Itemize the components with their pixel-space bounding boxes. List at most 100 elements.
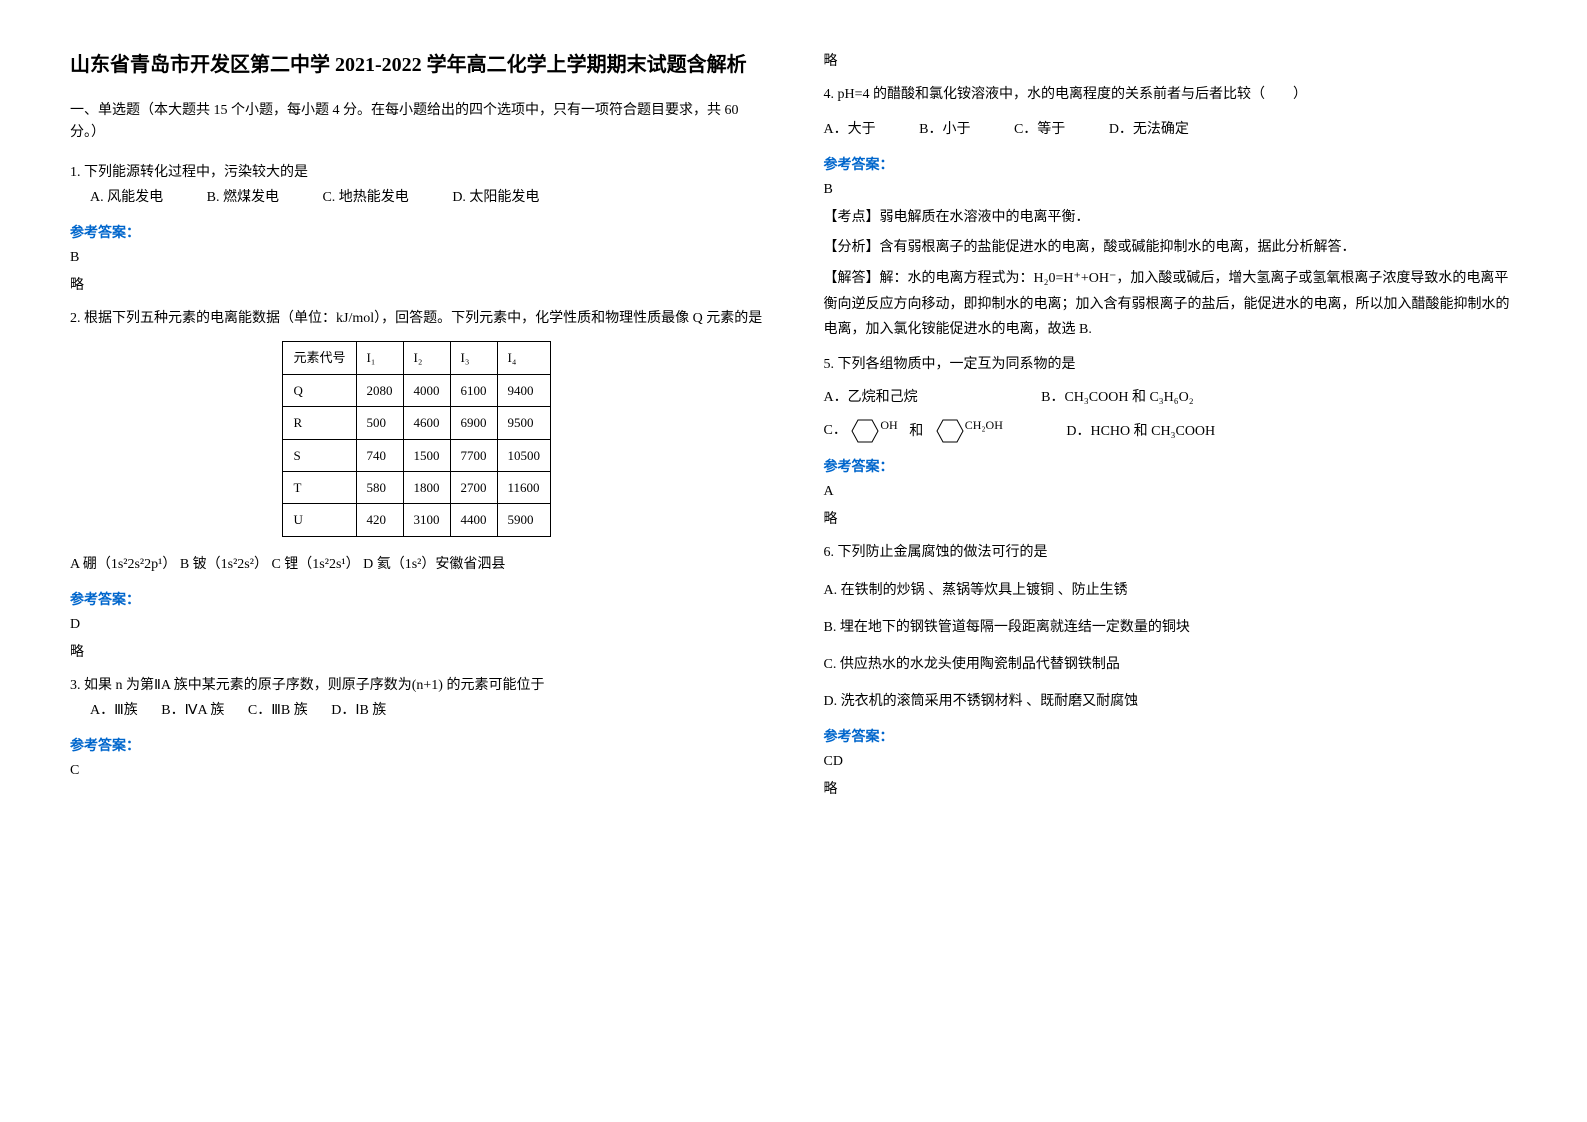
q3-answer: C xyxy=(70,763,764,779)
q2-answer: D xyxy=(70,617,764,633)
q4-opt-c: C．等于 xyxy=(1014,117,1065,142)
q5-row1: A．乙烷和己烷 B．CH₃COOH 和 C₃H₆O₂ xyxy=(824,385,1518,410)
q6-opt-c: C. 供应热水的水龙头使用陶瓷制品代替钢铁制品 xyxy=(824,652,1518,677)
q2-table: 元素代号 I₁ I₂ I₃ I₄ Q 2080 4000 6100 9400 R… xyxy=(282,341,551,536)
q2-note: 略 xyxy=(70,641,764,661)
q6-note: 略 xyxy=(824,778,1518,798)
q6-opt-d: D. 洗衣机的滚筒采用不锈钢材料 、既耐磨又耐腐蚀 xyxy=(824,689,1518,714)
q5-answer: A xyxy=(824,484,1518,500)
question-4: 4. pH=4 的醋酸和氯化铵溶液中，水的电离程度的关系前者与后者比较（ ） A… xyxy=(824,82,1518,142)
q4-answer-label: 参考答案： xyxy=(824,154,1518,174)
q1-answer-label: 参考答案： xyxy=(70,222,764,242)
q5-note: 略 xyxy=(824,508,1518,528)
table-cell: Q xyxy=(283,374,356,406)
q2-answer-label: 参考答案： xyxy=(70,589,764,609)
q5-oh-label: OH xyxy=(880,418,897,432)
table-row: T 580 1800 2700 11600 xyxy=(283,471,551,503)
q3-opt-c: C．ⅢB 族 xyxy=(248,698,308,723)
q1-answer: B xyxy=(70,250,764,266)
table-cell: S xyxy=(283,439,356,471)
q2-options: A 硼（1s²2s²2p¹） B 铍（1s²2s²） C 锂（1s²2s¹） D… xyxy=(70,552,764,577)
table-cell: I₄ xyxy=(497,342,551,374)
table-cell: U xyxy=(283,504,356,536)
table-cell: 580 xyxy=(356,471,403,503)
table-row: S 740 1500 7700 10500 xyxy=(283,439,551,471)
table-cell: 5900 xyxy=(497,504,551,536)
table-cell: T xyxy=(283,471,356,503)
q6-stem: 6. 下列防止金属腐蚀的做法可行的是 xyxy=(824,540,1518,565)
table-cell: 2080 xyxy=(356,374,403,406)
table-cell: 6100 xyxy=(450,374,497,406)
q4-opt-d: D．无法确定 xyxy=(1109,117,1189,142)
q4-stem: 4. pH=4 的醋酸和氯化铵溶液中，水的电离程度的关系前者与后者比较（ ） xyxy=(824,82,1518,107)
q1-stem: 1. 下列能源转化过程中，污染较大的是 xyxy=(70,160,764,185)
table-row: Q 2080 4000 6100 9400 xyxy=(283,374,551,406)
left-column: 山东省青岛市开发区第二中学 2021-2022 学年高二化学上学期期末试题含解析… xyxy=(40,50,794,1072)
q4-options: A．大于 B．小于 C．等于 D．无法确定 xyxy=(824,117,1518,142)
q4-opt-a: A．大于 xyxy=(824,117,876,142)
table-cell: 11600 xyxy=(497,471,551,503)
q6-opt-a: A. 在铁制的炒锅 、蒸锅等炊具上镀铜 、防止生锈 xyxy=(824,578,1518,603)
section-header: 一、单选题（本大题共 15 个小题，每小题 4 分。在每小题给出的四个选项中，只… xyxy=(70,100,764,145)
q5-opt-c-mid: 和 xyxy=(909,424,923,439)
table-cell: 4600 xyxy=(403,407,450,439)
question-2: 2. 根据下列五种元素的电离能数据（单位：kJ/mol），回答题。下列元素中，化… xyxy=(70,306,764,577)
question-6: 6. 下列防止金属腐蚀的做法可行的是 A. 在铁制的炒锅 、蒸锅等炊具上镀铜 、… xyxy=(824,540,1518,714)
q4-analysis-3: 【解答】解：水的电离方程式为：H₂0=H⁺+OH⁻，加入酸或碱后，增大氢离子或氢… xyxy=(824,266,1518,342)
q5-opt-b: B．CH₃COOH 和 C₃H₆O₂ xyxy=(1041,385,1194,410)
right-column: 略 4. pH=4 的醋酸和氯化铵溶液中，水的电离程度的关系前者与后者比较（ ）… xyxy=(794,50,1548,1072)
table-cell: R xyxy=(283,407,356,439)
q5-opt-d: D．HCHO 和 CH₃COOH xyxy=(1066,419,1215,444)
table-cell: 2700 xyxy=(450,471,497,503)
benzene-ring-icon xyxy=(935,418,965,444)
q5-ch2oh-label: CH₂OH xyxy=(965,418,1003,432)
benzene-ring-icon xyxy=(850,418,880,444)
question-5: 5. 下列各组物质中，一定互为同系物的是 A．乙烷和己烷 B．CH₃COOH 和… xyxy=(824,352,1518,444)
question-1: 1. 下列能源转化过程中，污染较大的是 A. 风能发电 B. 燃煤发电 C. 地… xyxy=(70,160,764,210)
q1-opt-b: B. 燃煤发电 xyxy=(207,185,279,210)
q4-analysis-1: 【考点】弱电解质在水溶液中的电离平衡． xyxy=(824,206,1518,226)
q4-answer: B xyxy=(824,182,1518,198)
table-row: U 420 3100 4400 5900 xyxy=(283,504,551,536)
question-3: 3. 如果 n 为第ⅡA 族中某元素的原子序数，则原子序数为(n+1) 的元素可… xyxy=(70,673,764,723)
table-row: 元素代号 I₁ I₂ I₃ I₄ xyxy=(283,342,551,374)
q6-opt-b: B. 埋在地下的钢铁管道每隔一段距离就连结一定数量的铜块 xyxy=(824,615,1518,640)
q2-stem: 2. 根据下列五种元素的电离能数据（单位：kJ/mol），回答题。下列元素中，化… xyxy=(70,306,764,331)
q3-opt-d: D．ⅠB 族 xyxy=(331,698,386,723)
q3-stem: 3. 如果 n 为第ⅡA 族中某元素的原子序数，则原子序数为(n+1) 的元素可… xyxy=(70,673,764,698)
table-cell: 3100 xyxy=(403,504,450,536)
q6-answer: CD xyxy=(824,754,1518,770)
q1-note: 略 xyxy=(70,274,764,294)
q5-opt-c-prefix: C． xyxy=(824,424,847,439)
table-cell: 740 xyxy=(356,439,403,471)
q5-answer-label: 参考答案： xyxy=(824,456,1518,476)
q4-analysis-2: 【分析】含有弱根离子的盐能促进水的电离，酸或碱能抑制水的电离，据此分析解答． xyxy=(824,236,1518,256)
table-cell: 6900 xyxy=(450,407,497,439)
table-cell: I₁ xyxy=(356,342,403,374)
q5-stem: 5. 下列各组物质中，一定互为同系物的是 xyxy=(824,352,1518,377)
table-cell: 4000 xyxy=(403,374,450,406)
table-cell: I₂ xyxy=(403,342,450,374)
q4-opt-b: B．小于 xyxy=(919,117,970,142)
table-cell: 500 xyxy=(356,407,403,439)
table-cell: 4400 xyxy=(450,504,497,536)
table-cell: 1500 xyxy=(403,439,450,471)
q1-opt-d: D. 太阳能发电 xyxy=(452,185,539,210)
q3-options: A．Ⅲ族 B．ⅣA 族 C．ⅢB 族 D．ⅠB 族 xyxy=(90,698,764,723)
table-cell: 9400 xyxy=(497,374,551,406)
q3-opt-a: A．Ⅲ族 xyxy=(90,698,138,723)
table-cell: 420 xyxy=(356,504,403,536)
q5-opt-a: A．乙烷和己烷 xyxy=(824,385,918,410)
q1-opt-a: A. 风能发电 xyxy=(90,185,163,210)
table-cell: I₃ xyxy=(450,342,497,374)
q3-answer-label: 参考答案： xyxy=(70,735,764,755)
q3-opt-b: B．ⅣA 族 xyxy=(161,698,224,723)
table-cell: 10500 xyxy=(497,439,551,471)
table-cell: 7700 xyxy=(450,439,497,471)
q5-row2: C． OH 和 CH₂OH D．HCHO 和 CH₃COOH xyxy=(824,418,1518,444)
table-cell: 1800 xyxy=(403,471,450,503)
q1-opt-c: C. 地热能发电 xyxy=(322,185,408,210)
q3-note: 略 xyxy=(824,50,1518,70)
q6-answer-label: 参考答案： xyxy=(824,726,1518,746)
page-title: 山东省青岛市开发区第二中学 2021-2022 学年高二化学上学期期末试题含解析 xyxy=(70,50,764,80)
